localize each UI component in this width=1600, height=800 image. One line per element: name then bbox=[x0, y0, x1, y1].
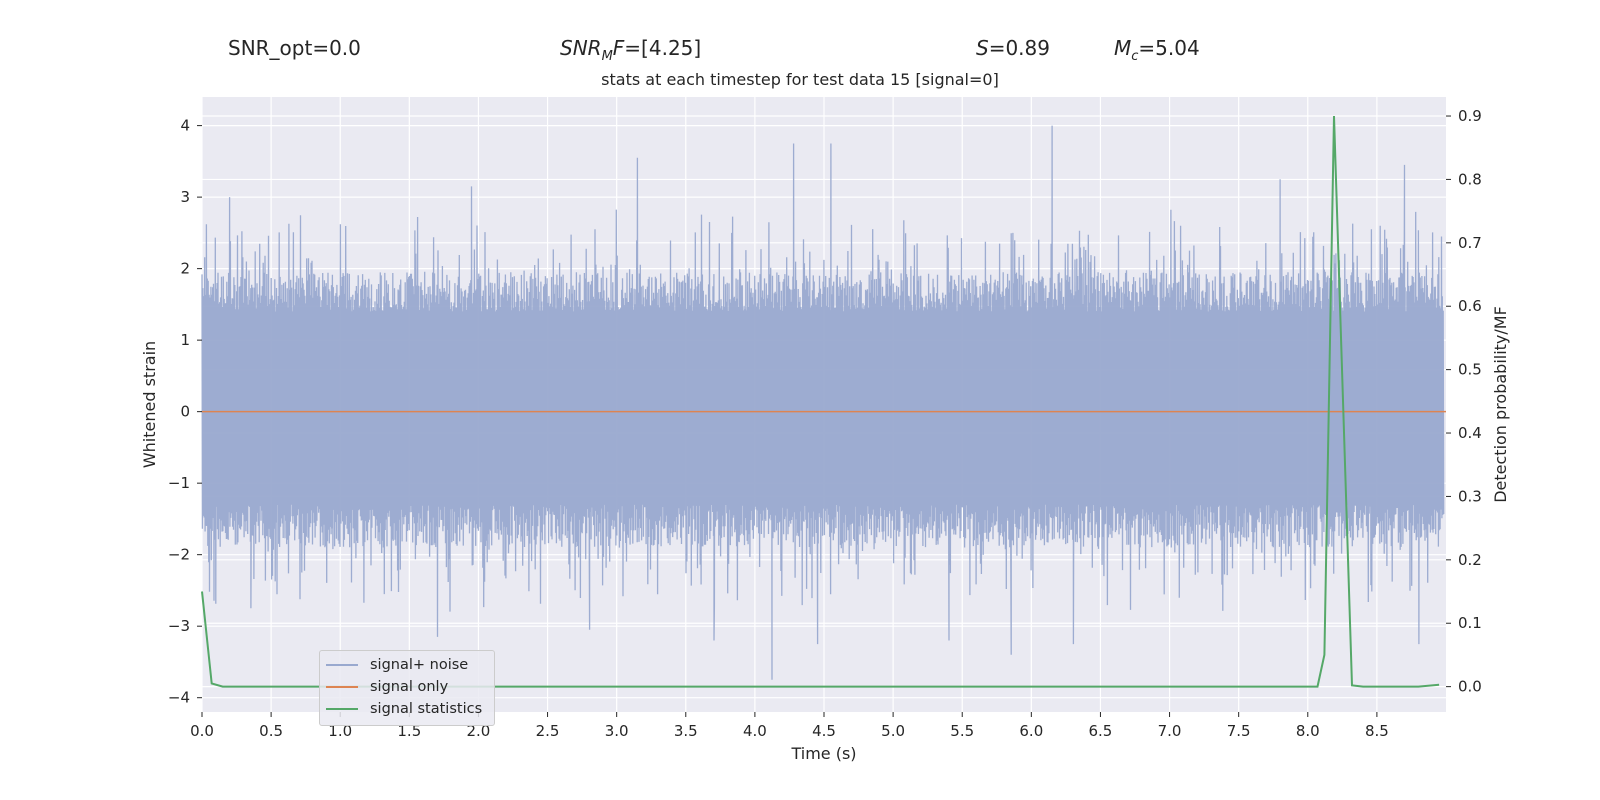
legend-swatch-stat bbox=[326, 708, 358, 710]
y-tick-label: 1 bbox=[180, 331, 190, 349]
x-axis-label: Time (s) bbox=[790, 744, 856, 763]
x-tick-label: 3.5 bbox=[674, 722, 698, 740]
x-tick-label: 6.0 bbox=[1019, 722, 1043, 740]
y-tick-label: −4 bbox=[168, 689, 190, 707]
snr-mf-label: SNRMF=[4.25] bbox=[560, 36, 702, 64]
axes: 0.0 0.5 1.0 1.5 2.0 2.5 3.0 3.5 4.0 4.5 5.0 5.5 6.0 6… bbox=[168, 107, 1482, 740]
y-tick-label: −3 bbox=[168, 617, 190, 635]
legend-swatch-signal bbox=[326, 686, 358, 688]
noise-line bbox=[201, 125, 1445, 680]
x-tick-label: 1.5 bbox=[397, 722, 421, 740]
legend-item-stat: signal statistics bbox=[326, 699, 482, 719]
y-right-tick-label: 0.7 bbox=[1458, 234, 1482, 252]
y-right-tick-label: 0.0 bbox=[1458, 678, 1482, 696]
y-tick-label: 3 bbox=[180, 188, 190, 206]
x-tick-label: 0.0 bbox=[190, 722, 214, 740]
y-right-tick-label: 0.1 bbox=[1458, 614, 1482, 632]
x-tick-label: 7.5 bbox=[1227, 722, 1251, 740]
x-tick-label: 6.5 bbox=[1089, 722, 1113, 740]
y-tick-label: −1 bbox=[168, 474, 190, 492]
snr-opt-label: SNR_opt=0.0 bbox=[228, 36, 361, 60]
legend-item-noise: signal+ noise bbox=[326, 655, 468, 675]
x-tick-label: 8.0 bbox=[1296, 722, 1320, 740]
stat-line bbox=[201, 115, 1440, 688]
legend-swatch-noise bbox=[326, 664, 358, 666]
s-value-label: S=0.89 bbox=[976, 36, 1050, 60]
x-tick-label: 2.5 bbox=[536, 722, 560, 740]
y-tick-label: 4 bbox=[180, 117, 190, 135]
y-right-tick-label: 0.5 bbox=[1458, 361, 1482, 379]
legend-label-noise: signal+ noise bbox=[370, 657, 469, 673]
legend-label-signal: signal only bbox=[370, 679, 449, 695]
y-right-tick-label: 0.2 bbox=[1458, 551, 1482, 569]
y-right-tick-label: 0.8 bbox=[1458, 170, 1482, 188]
y-axis-label: Whitened strain bbox=[140, 341, 159, 468]
x-tick-label: 2.0 bbox=[467, 722, 491, 740]
y-right-tick-label: 0.3 bbox=[1458, 487, 1482, 505]
x-tick-label: 5.5 bbox=[950, 722, 974, 740]
x-tick-label: 7.0 bbox=[1158, 722, 1182, 740]
legend-item-signal: signal only bbox=[326, 677, 448, 697]
legend-label-stat: signal statistics bbox=[370, 701, 483, 717]
x-tick-label: 3.0 bbox=[605, 722, 629, 740]
x-tick-label: 5.0 bbox=[881, 722, 905, 740]
mc-value-label: Mc=5.04 bbox=[1114, 36, 1200, 64]
y-tick-label: 2 bbox=[180, 260, 190, 278]
y-right-tick-label: 0.9 bbox=[1458, 107, 1482, 125]
x-tick-label: 4.0 bbox=[743, 722, 767, 740]
y-tick-label: 0 bbox=[180, 403, 190, 421]
x-tick-label: 4.5 bbox=[812, 722, 836, 740]
x-tick-label: 0.5 bbox=[259, 722, 283, 740]
x-tick-label: 1.0 bbox=[328, 722, 352, 740]
x-tick-label: 8.5 bbox=[1365, 722, 1389, 740]
y-right-tick-label: 0.4 bbox=[1458, 424, 1482, 442]
y-axis-label-right: Detection probability/MF bbox=[1491, 306, 1510, 503]
y-right-tick-label: 0.6 bbox=[1458, 297, 1482, 315]
y-tick-label: −2 bbox=[168, 546, 190, 564]
chart-title: stats at each timestep for test data 15 … bbox=[601, 70, 999, 89]
series-signal-noise bbox=[201, 125, 1445, 680]
series-signal-statistics bbox=[201, 115, 1440, 688]
legend: signal+ noise signal only signal statist… bbox=[319, 650, 495, 726]
